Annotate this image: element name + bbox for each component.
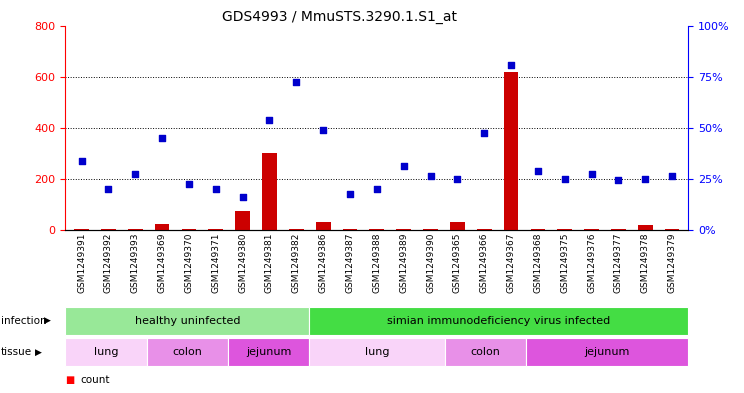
Point <box>639 176 651 182</box>
Bar <box>128 229 143 230</box>
Text: lung: lung <box>365 347 389 357</box>
Bar <box>504 72 519 230</box>
Bar <box>289 229 304 230</box>
Bar <box>526 338 688 366</box>
Text: healthy uninfected: healthy uninfected <box>135 316 240 326</box>
Point <box>263 117 275 123</box>
Bar <box>397 229 411 230</box>
Bar <box>310 338 444 366</box>
Point <box>532 168 544 174</box>
Bar <box>664 229 679 230</box>
Bar <box>155 224 170 230</box>
Point <box>425 173 437 179</box>
Point <box>586 171 597 177</box>
Point <box>344 191 356 197</box>
Text: count: count <box>80 375 110 385</box>
Text: GDS4993 / MmuSTS.3290.1.S1_at: GDS4993 / MmuSTS.3290.1.S1_at <box>222 10 457 24</box>
Text: ▶: ▶ <box>44 316 51 325</box>
Point <box>398 163 410 169</box>
Text: ▶: ▶ <box>35 348 42 356</box>
Point <box>237 193 248 200</box>
Bar <box>477 229 492 230</box>
Bar <box>343 229 357 230</box>
Bar <box>262 153 277 230</box>
Bar <box>65 307 310 335</box>
Point <box>505 62 517 68</box>
Bar <box>74 229 89 230</box>
Text: simian immunodeficiency virus infected: simian immunodeficiency virus infected <box>387 316 610 326</box>
Text: tissue: tissue <box>1 347 32 357</box>
Bar <box>423 229 438 230</box>
Bar <box>228 338 310 366</box>
Point <box>478 130 490 136</box>
Bar <box>638 225 652 230</box>
Bar <box>147 338 228 366</box>
Point <box>452 176 464 182</box>
Point <box>210 186 222 192</box>
Bar <box>444 338 526 366</box>
Bar <box>315 222 330 230</box>
Bar <box>611 229 626 230</box>
Text: lung: lung <box>94 347 118 357</box>
Bar <box>235 211 250 230</box>
Bar <box>101 229 116 230</box>
Text: ■: ■ <box>65 375 74 385</box>
Point <box>612 177 624 183</box>
Point <box>129 171 141 177</box>
Text: jejunum: jejunum <box>584 347 629 357</box>
Bar <box>450 222 465 230</box>
Bar <box>530 229 545 230</box>
Bar <box>370 229 384 230</box>
Bar <box>208 229 223 230</box>
Text: jejunum: jejunum <box>246 347 291 357</box>
Bar <box>182 229 196 230</box>
Point <box>183 181 195 187</box>
Bar <box>310 307 688 335</box>
Point <box>317 127 329 133</box>
Point <box>156 135 168 141</box>
Text: colon: colon <box>173 347 202 357</box>
Point <box>371 186 383 192</box>
Point <box>559 176 571 182</box>
Point <box>666 173 678 179</box>
Bar <box>65 338 147 366</box>
Point <box>103 186 115 192</box>
Bar <box>584 229 599 230</box>
Bar <box>557 229 572 230</box>
Text: infection: infection <box>1 316 46 326</box>
Text: colon: colon <box>470 347 500 357</box>
Point <box>76 158 88 164</box>
Point <box>290 79 302 85</box>
